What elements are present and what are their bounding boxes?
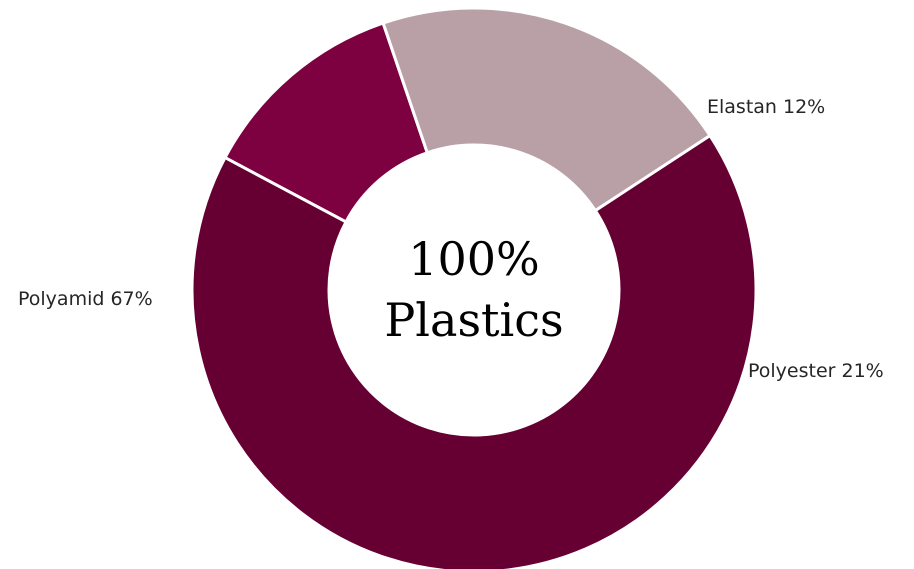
center-label-line-2: Plastics (384, 293, 563, 347)
center-label-line-1: 100% (408, 232, 540, 286)
slice-polyamid (192, 136, 756, 569)
slices-group (192, 8, 756, 569)
label-polyester: Polyester 21% (748, 360, 884, 382)
label-polyamid: Polyamid 67% (18, 288, 153, 310)
label-elastan: Elastan 12% (707, 96, 825, 118)
